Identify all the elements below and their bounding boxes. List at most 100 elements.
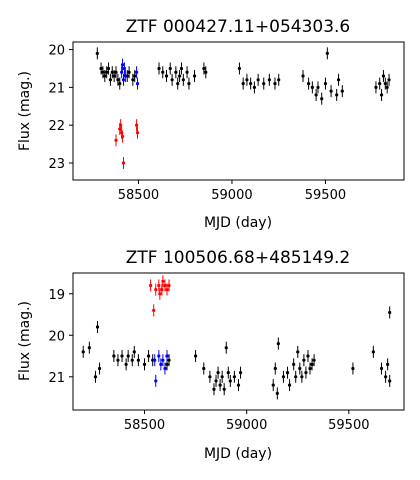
- x-tick-label: 59500: [305, 188, 346, 203]
- y-tick-label: 21: [48, 81, 65, 96]
- data-point: [226, 366, 230, 379]
- data-point: [218, 379, 222, 392]
- data-point: [292, 358, 296, 371]
- data-point: [176, 77, 180, 90]
- data-point: [310, 81, 314, 94]
- data-point: [108, 73, 113, 86]
- data-point: [236, 379, 241, 392]
- data-point: [262, 77, 266, 90]
- data-points: [95, 47, 391, 169]
- data-point: [134, 119, 139, 132]
- data-point: [314, 88, 318, 101]
- data-point: [99, 62, 103, 75]
- data-point: [95, 47, 99, 60]
- data-point: [212, 383, 216, 396]
- data-point: [103, 70, 107, 83]
- data-point: [224, 341, 228, 354]
- data-point: [154, 374, 158, 387]
- data-point: [112, 350, 116, 363]
- data-point: [118, 77, 122, 90]
- data-point: [202, 62, 206, 75]
- data-point: [374, 81, 378, 94]
- data-point: [310, 358, 314, 371]
- data-point: [271, 379, 275, 392]
- data-point: [161, 66, 165, 79]
- data-point: [216, 366, 220, 379]
- data-point: [187, 77, 191, 90]
- y-tick-label: 20: [48, 329, 65, 344]
- data-point: [116, 73, 120, 86]
- y-tick-label: 23: [48, 157, 65, 172]
- data-point: [202, 362, 206, 375]
- data-point: [123, 70, 127, 83]
- data-point: [294, 370, 298, 383]
- data-point: [384, 370, 388, 383]
- data-point: [308, 362, 312, 375]
- data-point: [378, 77, 382, 90]
- data-point: [87, 341, 91, 354]
- x-tick-label: 58500: [118, 188, 159, 203]
- data-point: [105, 66, 109, 79]
- data-point: [316, 81, 320, 94]
- data-points: [81, 275, 392, 400]
- data-point: [93, 370, 98, 383]
- data-point: [275, 387, 279, 400]
- data-point: [157, 62, 161, 75]
- data-point: [300, 370, 304, 383]
- data-point: [281, 370, 286, 383]
- data-point: [164, 70, 169, 83]
- data-point: [252, 81, 256, 94]
- x-tick-label: 59000: [211, 188, 252, 203]
- data-point: [121, 156, 126, 169]
- data-point: [307, 77, 311, 90]
- data-point: [126, 350, 130, 363]
- axis-ticks: 58500 59000 59500 19 20 21: [48, 288, 369, 433]
- data-point: [340, 85, 344, 98]
- data-point: [238, 366, 243, 379]
- data-point: [133, 70, 137, 83]
- y-tick-label: 21: [48, 371, 65, 386]
- chart-title: ZTF 000427.11+054303.6: [126, 17, 351, 37]
- data-point: [232, 370, 237, 383]
- data-point: [135, 126, 140, 139]
- data-point: [165, 350, 169, 363]
- data-point: [387, 73, 391, 86]
- chart-title: ZTF 100506.68+485149.2: [126, 248, 351, 268]
- data-point: [167, 354, 171, 367]
- data-point: [379, 88, 384, 101]
- data-point: [371, 345, 375, 358]
- data-point: [131, 73, 135, 86]
- data-point: [157, 279, 161, 292]
- data-point: [296, 345, 300, 358]
- axis-ticks: 58500 59000 59500 20 21 22 23: [48, 44, 346, 203]
- data-point: [114, 134, 118, 147]
- data-point: [95, 320, 100, 333]
- data-point: [388, 306, 392, 319]
- data-point: [119, 119, 123, 132]
- data-point: [276, 337, 280, 350]
- data-point: [383, 77, 387, 90]
- data-point: [121, 73, 126, 86]
- data-point: [304, 366, 308, 379]
- data-point: [168, 62, 172, 75]
- data-point: [351, 362, 355, 375]
- data-point: [329, 85, 333, 98]
- data-point: [273, 362, 277, 375]
- data-point: [237, 62, 242, 75]
- data-point: [185, 66, 189, 79]
- data-point: [192, 70, 197, 83]
- data-point: [204, 66, 208, 79]
- data-point: [132, 345, 136, 358]
- x-tick-label: 58500: [124, 418, 165, 433]
- data-point: [273, 77, 277, 90]
- data-point: [127, 66, 131, 79]
- data-point: [249, 77, 253, 90]
- data-point: [154, 283, 158, 296]
- data-point: [335, 88, 339, 101]
- data-point: [135, 77, 140, 90]
- y-axis-label: Flux (mag.): [17, 301, 33, 381]
- data-point: [193, 350, 198, 363]
- data-point: [381, 70, 386, 83]
- data-point: [256, 73, 260, 86]
- data-point: [142, 358, 147, 371]
